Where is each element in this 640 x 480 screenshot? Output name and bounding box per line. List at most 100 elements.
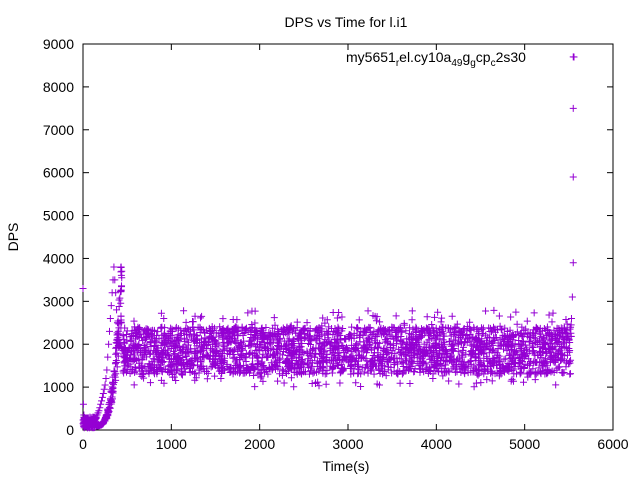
data-point: [282, 345, 290, 353]
data-point: [358, 348, 366, 356]
data-point: [336, 356, 344, 364]
data-point: [349, 352, 357, 360]
data-point: [442, 361, 450, 369]
data-point: [372, 317, 380, 325]
data-point: [530, 326, 538, 334]
data-point: [354, 369, 362, 377]
data-point: [391, 334, 399, 342]
data-point: [131, 363, 139, 371]
data-point: [246, 341, 254, 349]
data-point: [174, 331, 182, 339]
data-point: [130, 317, 138, 325]
data-point: [561, 324, 569, 332]
data-point: [566, 370, 574, 378]
data-point: [508, 343, 516, 351]
data-point: [270, 314, 278, 322]
data-point: [271, 321, 279, 329]
data-point: [280, 379, 288, 387]
data-point: [482, 342, 490, 350]
data-point: [123, 349, 131, 357]
data-point: [239, 369, 247, 377]
y-tick-label: 1000: [43, 379, 74, 395]
data-point: [348, 356, 356, 364]
data-point: [84, 414, 92, 422]
data-point: [130, 381, 138, 389]
y-tick-label: 5000: [43, 208, 74, 224]
data-point: [176, 347, 184, 355]
data-point: [318, 345, 325, 353]
data-point: [290, 342, 298, 350]
data-point: [338, 341, 346, 349]
data-point: [412, 325, 420, 333]
data-point: [314, 327, 322, 335]
data-point: [236, 356, 244, 364]
data-point: [291, 347, 299, 355]
data-point: [338, 313, 346, 321]
data-point: [543, 358, 551, 366]
data-point: [540, 340, 548, 348]
data-point: [132, 367, 140, 375]
data-point: [500, 367, 508, 375]
data-point: [298, 339, 306, 347]
data-point: [453, 320, 461, 328]
data-point: [154, 328, 162, 336]
y-tick-label: 9000: [43, 36, 74, 52]
y-tick-label: 2000: [43, 336, 74, 352]
data-point: [507, 360, 515, 368]
data-point: [392, 312, 400, 320]
data-point: [352, 340, 360, 348]
data-point: [466, 358, 474, 366]
data-point: [348, 323, 356, 331]
data-point: [300, 360, 308, 368]
data-point: [287, 374, 295, 382]
data-point: [116, 294, 124, 302]
data-point: [251, 350, 259, 358]
data-point: [136, 349, 144, 357]
data-point: [507, 332, 515, 340]
data-point: [396, 379, 404, 387]
data-point: [148, 326, 156, 334]
data-point: [177, 359, 185, 367]
data-point: [524, 373, 532, 381]
data-point: [501, 324, 509, 332]
data-point: [128, 330, 136, 338]
data-point: [519, 337, 527, 345]
x-tick-label: 0: [79, 436, 87, 452]
data-point: [115, 302, 123, 310]
data-point: [110, 378, 118, 386]
data-point: [150, 361, 158, 369]
data-point: [289, 324, 297, 332]
data-point: [333, 314, 341, 322]
data-point: [229, 354, 237, 362]
data-point: [328, 356, 336, 364]
data-point: [521, 347, 529, 355]
data-point: [525, 355, 533, 363]
data-point: [289, 353, 297, 361]
data-point: [194, 347, 202, 355]
data-point: [282, 357, 290, 365]
data-point: [198, 325, 206, 333]
data-point: [278, 342, 286, 350]
data-point: [465, 334, 473, 342]
data-point: [334, 323, 342, 331]
data-point: [512, 308, 520, 316]
x-axis-label: Time(s): [323, 458, 370, 474]
data-point: [115, 320, 123, 328]
data-point: [380, 330, 388, 338]
data-point: [423, 364, 431, 372]
data-point: [374, 343, 382, 351]
data-point: [118, 274, 126, 282]
data-point: [203, 365, 211, 373]
data-point: [166, 361, 174, 369]
data-point: [119, 332, 127, 340]
data-point: [356, 352, 363, 360]
legend-sub-2: 49: [451, 58, 463, 69]
data-point: [550, 369, 558, 377]
data-point: [401, 367, 409, 375]
data-point: [406, 324, 414, 332]
data-point: [563, 330, 571, 338]
data-point: [297, 333, 305, 341]
data-point: [464, 362, 472, 370]
data-point: [416, 368, 424, 376]
legend-sub-1: r: [396, 58, 400, 69]
